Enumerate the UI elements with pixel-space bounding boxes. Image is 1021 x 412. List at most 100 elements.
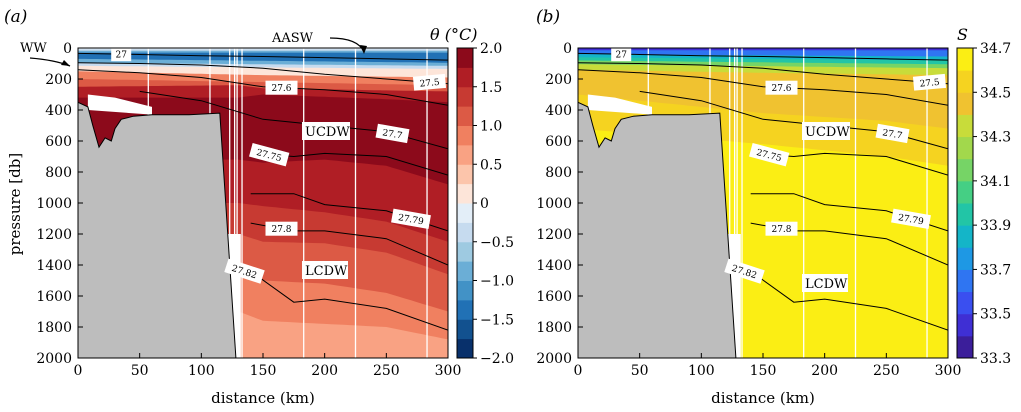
colorbar-swatch (957, 48, 973, 71)
annotation-lcdw-b: LCDW (805, 277, 848, 292)
contour-label-box (265, 80, 298, 95)
colorbar-tick-label: 0 (480, 196, 489, 212)
contour-label: 27.5 (412, 73, 447, 91)
contour-label-box (224, 258, 265, 284)
colorbar-frame (956, 47, 974, 359)
y-tick-label: 0 (563, 41, 572, 57)
density-contour (250, 270, 448, 331)
colorbar-swatch (457, 241, 473, 262)
colorbar-swatch (457, 48, 473, 68)
annotation-lcdw-box-b (802, 274, 848, 292)
colorbar-tick-label: 2.0 (480, 41, 502, 57)
x-tick-label: 200 (311, 363, 338, 379)
annotation-ww-arrowhead (61, 60, 70, 66)
colorbar-swatch (457, 261, 473, 282)
y-tick-label: 1000 (36, 196, 72, 212)
contour-label-box (611, 47, 632, 62)
contour-label: 27.5 (912, 73, 947, 91)
contour-label: 27.7 (875, 123, 910, 144)
x-axis-label-a: distance (km) (211, 389, 315, 407)
x-tick-label: 150 (750, 363, 777, 379)
contour-label-text: 27.5 (419, 78, 440, 90)
colorbar-swatch (957, 225, 973, 248)
contour-label-text: 27.7 (382, 128, 404, 141)
colorbar-tick-label: 34.1 (980, 174, 1011, 190)
y-tick-label: 1400 (36, 258, 72, 274)
y-tick-label: 1000 (536, 196, 572, 212)
colorbar-swatch (457, 222, 473, 243)
contour-label-box (875, 123, 910, 144)
annotation-aasw-arrowhead (360, 45, 367, 54)
x-tick-label: 100 (688, 363, 715, 379)
annotation-aasw: AASW (271, 31, 314, 46)
annotation-ww: WW (20, 41, 47, 56)
contour-label-box (249, 143, 290, 167)
x-tick-label: 300 (935, 363, 962, 379)
annotation-lcdw-box-a (302, 261, 348, 279)
panel-label-b: (b) (536, 7, 560, 27)
colorbar-swatch (457, 125, 473, 146)
annotation-ucdw-a: UCDW (305, 125, 350, 140)
colorbar-tick-label: 33.7 (980, 262, 1011, 278)
y-tick-label: 1800 (536, 320, 572, 336)
x-tick-label: 50 (131, 363, 149, 379)
x-tick-label: 150 (250, 363, 277, 379)
density-contour (578, 52, 948, 61)
colorbar-tick-label: 34.3 (980, 130, 1011, 146)
colorbar-swatch (457, 67, 473, 88)
colorbar-tick-label: −2.0 (480, 351, 514, 367)
density-contour (78, 69, 448, 106)
colorbar-swatch (957, 269, 973, 293)
contour-label: 27.8 (265, 221, 298, 236)
colorbar-swatch (457, 203, 473, 223)
annotation-ucdw-b: UCDW (805, 125, 850, 140)
colorbar-swatch (957, 92, 973, 115)
contour-label-text: 27.6 (271, 84, 291, 94)
contour-label-box (375, 123, 410, 144)
x-axis-label-b: distance (km) (711, 389, 815, 407)
contour-label: 27 (111, 47, 132, 62)
annotation-ucdw-box-a (302, 122, 350, 140)
seafloor-topography (578, 101, 737, 358)
colorbar-tick-label: 33.3 (980, 351, 1011, 367)
y-tick-label: 1600 (536, 289, 572, 305)
x-tick-label: 250 (873, 363, 900, 379)
colorbar-swatch (457, 338, 473, 359)
colorbar-tick-label: 1.5 (480, 80, 502, 96)
contour-label: 27 (611, 47, 632, 62)
colorbar-swatch (957, 158, 973, 182)
contour-label-box (724, 258, 765, 284)
contour-label-box (765, 80, 798, 95)
y-tick-label: 1800 (36, 320, 72, 336)
density-contour (750, 270, 948, 331)
x-tick-label: 300 (435, 363, 462, 379)
colorbar-tick-label: −1.0 (480, 274, 514, 290)
x-tick-label: 200 (811, 363, 838, 379)
colorbar-swatch (457, 106, 473, 127)
y-tick-label: 1600 (36, 289, 72, 305)
colorbar-swatch (457, 299, 473, 320)
missing-data-region (87, 94, 152, 115)
contour-label-text: 27 (115, 51, 127, 61)
contour-label-text: 27 (615, 51, 627, 61)
y-tick-label: 2000 (36, 351, 72, 367)
density-contour (78, 62, 448, 85)
y-tick-label: 1200 (536, 227, 572, 243)
contour-label-box (765, 221, 798, 236)
colorbar-tick-label: 1.0 (480, 119, 502, 135)
density-contour (78, 52, 448, 61)
contour-label-box (912, 73, 947, 91)
panel-label-a: (a) (4, 7, 27, 27)
colorbar-swatch (957, 247, 973, 270)
colorbar-tick-label: −1.5 (480, 312, 514, 328)
y-tick-label: 400 (545, 103, 572, 119)
colorbar-swatch (457, 144, 473, 165)
colorbar-swatch (957, 291, 973, 315)
colorbar-swatch (457, 319, 473, 340)
colorbar-swatch (957, 180, 973, 204)
colorbar-tick-label: 33.5 (980, 307, 1011, 323)
colorbar-tick-label: 34.7 (980, 41, 1011, 57)
colorbar-swatch (457, 86, 473, 107)
